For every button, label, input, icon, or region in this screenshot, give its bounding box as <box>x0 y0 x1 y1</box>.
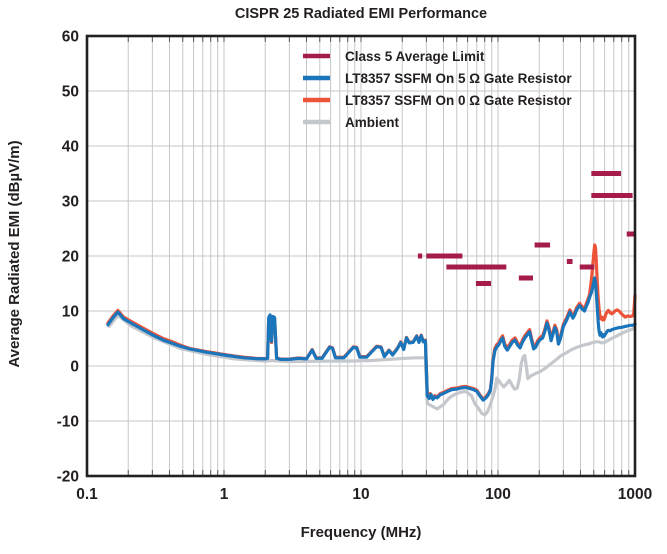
y-tick-label: 40 <box>62 139 79 156</box>
legend: Class 5 Average Limit LT8357 SSFM On 5 Ω … <box>303 49 572 130</box>
legend-label: Ambient <box>345 115 400 130</box>
y-tick-label: 50 <box>62 84 79 101</box>
y-tick-label: 60 <box>62 29 79 46</box>
y-tick-label: -20 <box>57 469 79 486</box>
y-tick-labels: 60 50 40 30 20 10 0 -10 -20 <box>57 29 79 486</box>
series-gray <box>107 313 637 417</box>
y-tick-label: 0 <box>70 359 79 376</box>
legend-label: LT8357 SSFM On 5 Ω Gate Resistor <box>345 71 572 86</box>
x-axis-label: Frequency (MHz) <box>300 524 422 541</box>
chart-title: CISPR 25 Radiated EMI Performance <box>234 6 488 22</box>
legend-label: Class 5 Average Limit <box>345 49 485 64</box>
legend-label: LT8357 SSFM On 0 Ω Gate Resistor <box>345 93 572 108</box>
x-tick-labels: 0.1 1 10 100 1000 <box>76 486 652 503</box>
x-tick-label: 1 <box>220 486 229 503</box>
series-orange <box>106 243 637 401</box>
x-tick-label: 100 <box>485 486 511 503</box>
y-tick-label: -10 <box>57 414 79 431</box>
y-tick-label: 20 <box>62 249 79 266</box>
y-tick-label: 10 <box>62 304 79 321</box>
series-maroon <box>417 171 635 286</box>
plot-frame <box>85 34 637 478</box>
x-tick-label: 0.1 <box>76 486 98 503</box>
y-tick-label: 30 <box>62 194 79 211</box>
x-tick-label: 1000 <box>618 486 652 503</box>
x-tick-label: 10 <box>352 486 369 503</box>
series-blue <box>106 276 637 402</box>
